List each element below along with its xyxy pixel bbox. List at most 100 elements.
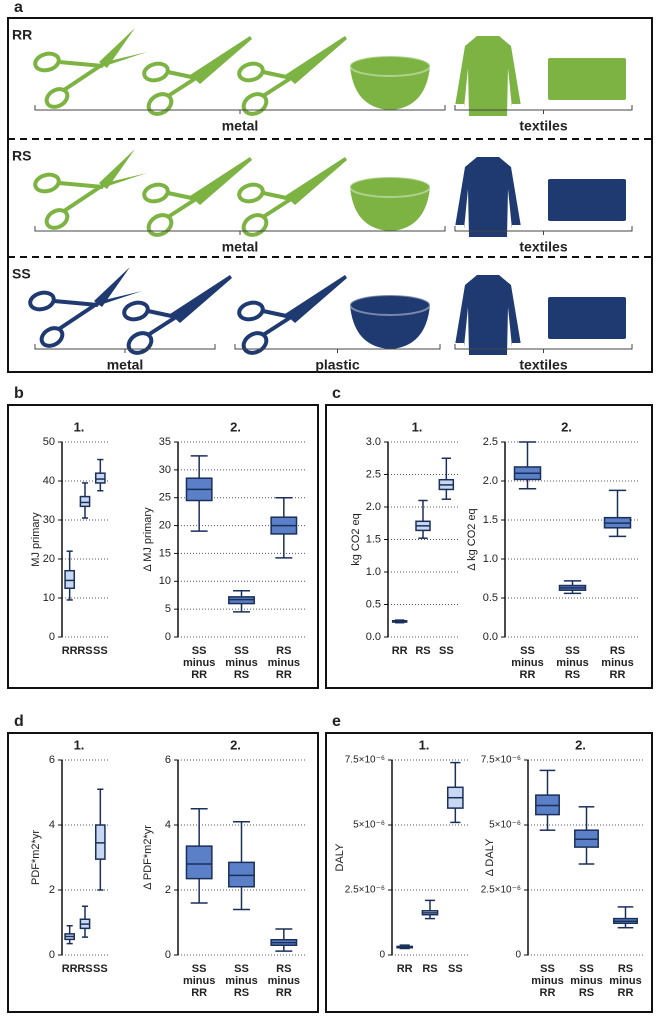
panel-label: c xyxy=(332,385,341,402)
illustration xyxy=(166,70,198,98)
y-axis-label: MJ primary xyxy=(30,512,42,567)
illustration xyxy=(170,275,232,323)
y-tick-label: 6 xyxy=(165,754,171,766)
y-tick-label: 25 xyxy=(159,492,171,504)
illustration xyxy=(237,300,265,322)
illustration xyxy=(94,291,142,307)
y-axis-label: Δ DALY xyxy=(484,838,496,876)
subplot-title: 2. xyxy=(230,737,241,752)
box xyxy=(94,824,106,860)
illustration xyxy=(28,290,56,312)
y-tick-label: 0.5 xyxy=(366,598,381,610)
y-tick-label: 3.0 xyxy=(366,436,381,448)
illustration xyxy=(350,66,430,110)
x-tick-label: SS minus RR xyxy=(182,645,216,681)
y-axis-label: DALY xyxy=(334,843,346,872)
box xyxy=(79,495,91,508)
subplot-title: 2. xyxy=(561,419,572,434)
x-tick-label: RR xyxy=(61,645,78,657)
panel-frame xyxy=(325,732,653,1013)
y-tick-label: 0.0 xyxy=(366,631,381,643)
x-tick-label: SS minus RS xyxy=(570,963,603,999)
x-tick-label: RS minus RR xyxy=(267,963,301,999)
illustration xyxy=(190,157,252,205)
illustration xyxy=(455,275,521,355)
subplot-title: 1. xyxy=(419,737,430,752)
illustration xyxy=(237,182,265,204)
illustration xyxy=(58,181,105,213)
y-tick-label: 1.0 xyxy=(366,566,381,578)
group-label: metal xyxy=(107,357,144,373)
x-tick-label: RS xyxy=(77,963,93,975)
y-tick-label: 5×10⁻⁶ xyxy=(353,820,385,831)
illustration xyxy=(455,225,464,229)
x-tick-label: RS minus RR xyxy=(601,645,634,681)
y-tick-label: 6 xyxy=(49,754,55,766)
y-tick-label: 2.5 xyxy=(366,468,381,480)
bracket xyxy=(34,105,446,114)
y-tick-label: 2.5 xyxy=(483,436,498,448)
x-tick-label: RR xyxy=(61,963,78,975)
panel-frame xyxy=(7,17,653,373)
y-tick-label: 0.0 xyxy=(483,631,498,643)
x-tick-label: SS minus RR xyxy=(511,645,544,681)
illustration xyxy=(142,61,170,83)
bracket xyxy=(454,105,633,114)
illustration xyxy=(455,104,464,108)
bracket xyxy=(34,226,446,235)
y-tick-label: 20 xyxy=(43,553,55,565)
group-label: plastic xyxy=(315,357,360,373)
box xyxy=(228,861,255,888)
box xyxy=(64,569,76,590)
illustration xyxy=(285,157,347,205)
x-tick-label: SS xyxy=(447,963,463,975)
illustration xyxy=(285,36,347,84)
y-tick-label: 40 xyxy=(43,475,55,487)
x-tick-label: SS minus RR xyxy=(182,963,216,999)
x-tick-label: RS xyxy=(415,645,431,657)
x-tick-label: SS xyxy=(92,645,108,657)
group-label: textiles xyxy=(519,357,567,373)
subplot-title: 2. xyxy=(575,737,586,752)
y-tick-label: 4 xyxy=(49,819,55,831)
illustration xyxy=(512,343,521,347)
illustration xyxy=(44,87,70,109)
y-tick-label: 2.5×10⁻⁶ xyxy=(481,885,521,896)
y-axis-label: Δ kg CO2 eq xyxy=(466,508,478,570)
y-tick-label: 7.5×10⁻⁶ xyxy=(345,755,385,766)
y-tick-label: 0.5 xyxy=(483,592,498,604)
panel-label: a xyxy=(14,0,23,16)
illustration xyxy=(190,36,252,84)
illustration xyxy=(99,28,135,68)
x-tick-label: SS minus RS xyxy=(225,963,258,999)
y-tick-label: 0 xyxy=(165,949,171,961)
y-tick-label: 1.5 xyxy=(366,533,381,545)
illustration xyxy=(349,294,431,316)
subplot-title: 2. xyxy=(230,419,241,434)
x-tick-label: RS xyxy=(422,963,438,975)
y-tick-label: 30 xyxy=(43,514,55,526)
y-tick-label: 7.5×10⁻⁶ xyxy=(481,755,521,766)
y-tick-label: 2.0 xyxy=(483,475,498,487)
y-tick-label: 1.5 xyxy=(483,514,498,526)
illustration xyxy=(512,225,521,229)
illustration xyxy=(548,297,626,339)
y-tick-label: 0 xyxy=(165,631,171,643)
panel-frame xyxy=(7,732,319,1013)
illustration xyxy=(261,70,293,98)
illustration xyxy=(53,299,100,331)
y-axis-label: kg CO2 eq xyxy=(350,513,362,566)
y-tick-label: 0 xyxy=(515,950,521,961)
panel-label: b xyxy=(14,385,24,402)
y-tick-label: 10 xyxy=(43,592,55,604)
y-tick-label: 0 xyxy=(49,949,55,961)
panel-frame xyxy=(325,404,653,689)
y-tick-label: 2 xyxy=(165,884,171,896)
panel-label: d xyxy=(14,713,24,730)
illustration xyxy=(455,36,521,116)
x-tick-label: SS xyxy=(92,963,108,975)
illustration xyxy=(349,55,431,77)
group-label: textiles xyxy=(519,118,567,134)
subplot-title: 1. xyxy=(74,737,85,752)
x-tick-label: RR xyxy=(396,963,413,975)
